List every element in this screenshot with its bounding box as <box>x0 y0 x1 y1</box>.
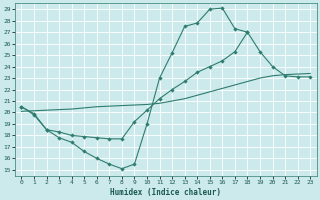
X-axis label: Humidex (Indice chaleur): Humidex (Indice chaleur) <box>110 188 221 197</box>
